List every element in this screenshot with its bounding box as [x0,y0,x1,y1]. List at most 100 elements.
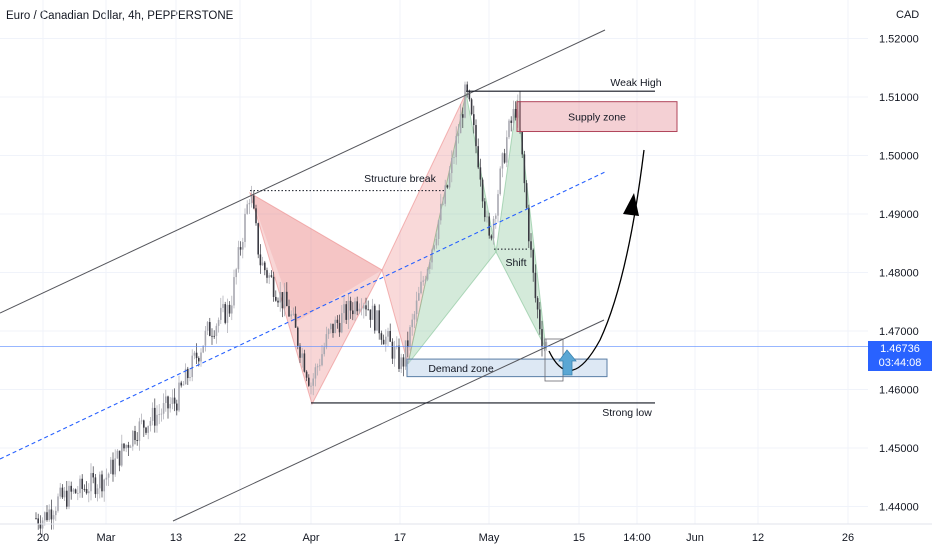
candle-body [484,201,486,218]
time-axis: 20 Mar 13 22 Apr 17 May 15 14:00 Jun 12 26 [0,523,932,544]
y-tick-label: 1.52000 [879,34,919,46]
y-tick-label: 1.44000 [879,502,919,514]
candle-body [371,305,374,320]
candle-body [211,335,213,337]
candle-body [246,204,248,214]
candle-body [191,355,193,378]
candle-body [334,319,336,334]
candle-body [442,203,444,205]
candle-body [407,340,409,348]
candle-body [382,339,385,345]
candle-body [385,336,387,345]
candle-body [440,203,442,221]
candle-body [497,194,499,216]
candle-body [77,493,79,494]
candle-body [451,157,453,174]
candle-body [92,473,94,478]
current-price-tag: 1.46736 03:44:08 [868,341,932,371]
candle-body [541,329,543,347]
y-tick-label: 1.48000 [879,268,919,280]
candle-body [59,487,61,497]
candle-body [94,477,97,495]
pattern-red-left-b [250,193,382,322]
candle-body [486,216,488,218]
candle-body [462,114,464,118]
candle-body [429,262,431,269]
candle-body [107,473,110,478]
candle-body [255,208,257,224]
candle-body [239,247,242,250]
y-tick-label: 1.49000 [879,209,919,221]
x-tick-label: 26 [842,532,854,544]
candle-body [57,496,59,511]
candle-body [545,342,548,346]
candle-body [525,183,528,208]
candle-body [292,313,295,315]
candle-body [475,125,477,147]
y-tick-label: 1.47000 [879,326,919,338]
candle-body [231,305,233,314]
candle-body [61,487,64,498]
candle-body [176,403,178,411]
candle-body [48,509,50,521]
candle-body [50,509,53,520]
candle-body [413,314,416,320]
candle-body [52,515,55,520]
candle-body [105,477,108,480]
candle-body [169,403,171,409]
structure-break-label: Structure break [364,173,437,185]
candle-body [235,269,237,278]
candle-body [343,304,345,314]
candle-body [468,90,471,100]
candle-body [327,329,330,335]
candle-body [354,301,356,315]
candle-body [220,307,222,320]
candle-body [347,300,350,320]
candle-body [178,382,180,411]
candle-body [136,440,138,441]
candle-body [180,382,182,386]
candle-body [490,235,493,239]
candle-body [345,304,347,320]
candle-body [536,298,539,310]
candle-body [455,135,457,158]
candle-body [215,325,218,336]
candle-body [167,396,169,409]
candle-body [103,479,105,492]
candle-body [114,458,116,475]
candle-body [464,84,466,118]
candle-body [534,272,537,299]
candle-body [222,304,224,308]
candle-body [66,490,68,507]
candle-body [165,396,167,403]
candle-body [387,330,389,337]
candle-body [213,335,215,337]
candle-body [68,485,70,507]
candle-body [110,459,112,474]
candle-body [173,397,176,404]
candle-body [512,109,515,123]
candle-body [488,216,490,236]
candle-body [508,120,510,138]
candle-body [143,420,145,428]
x-tick-label: 17 [394,532,406,544]
candle-body [477,146,479,168]
candle-body [44,512,46,521]
candle-body [184,368,187,385]
candle-body [514,109,517,118]
candle-body [55,510,57,516]
trend-drawings [0,29,868,522]
candle-body [147,425,149,433]
candle-body [437,220,440,239]
candle-body [393,347,396,359]
candle-body [244,213,246,242]
candle-body [431,249,433,263]
candle-body [151,407,154,421]
y-tick-label: 1.46000 [879,385,919,397]
x-tick-label: 22 [234,532,246,544]
candle-body [409,327,411,348]
candle-body [402,357,405,367]
candle-body [46,512,48,521]
supply-zone-label: Supply zone [568,112,626,124]
